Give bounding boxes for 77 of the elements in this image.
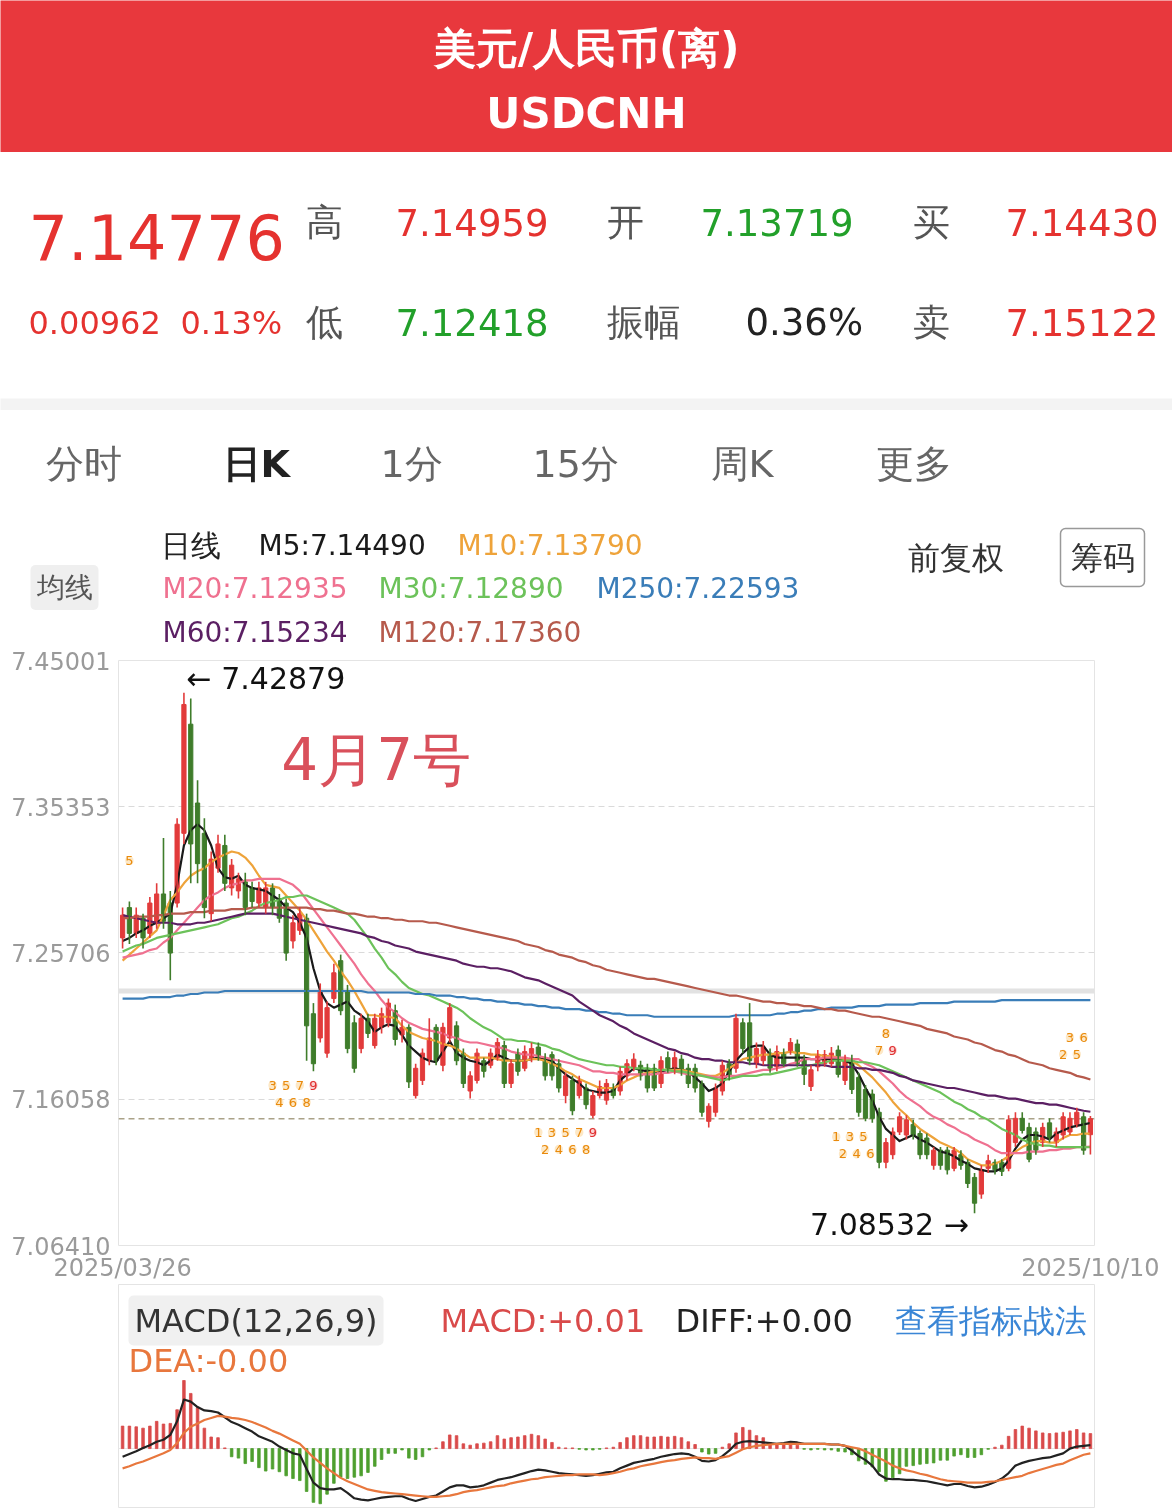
text: 均线 <box>35 571 93 604</box>
text: 低 <box>305 301 343 344</box>
text: 日K <box>222 441 292 486</box>
text: M20:7.12935 <box>162 572 348 605</box>
annotation: 3 <box>845 1129 854 1145</box>
text: 开 <box>606 201 644 244</box>
annotation: 7 <box>874 1042 884 1058</box>
annotation: 6 <box>1079 1029 1088 1045</box>
annotation: 2 <box>1059 1046 1068 1062</box>
annotation: 7 <box>295 1077 304 1093</box>
annotation: 8 <box>881 1025 891 1041</box>
text: 0.36% <box>745 301 864 344</box>
text: 0.13% <box>180 303 283 342</box>
annotation: 2 <box>541 1141 550 1157</box>
annotation: 7 <box>575 1124 584 1140</box>
text: 0.00962 <box>28 304 161 342</box>
text: 7.15122 <box>1005 302 1159 345</box>
annotation: 4 <box>275 1094 284 1110</box>
annotation: 3 <box>547 1124 557 1140</box>
annotation: 3 <box>268 1077 277 1093</box>
text: 查看指标战法 <box>894 1301 1087 1340</box>
text: 7.12418 <box>395 302 549 345</box>
text: 更多 <box>875 441 952 486</box>
y-tick-label: 7.25706 <box>11 939 111 968</box>
annotation: 9 <box>309 1077 318 1093</box>
annotation: 7.08532 → <box>810 1206 969 1242</box>
annotation: 6 <box>288 1094 298 1110</box>
chart-title: MACD(12,26,9) <box>134 1301 378 1340</box>
text: 卖 <box>912 301 950 344</box>
text: 1分 <box>380 441 443 486</box>
text: 美元/人民币(离) <box>432 24 740 73</box>
annotation: 4月7号 <box>281 725 472 794</box>
y-tick-label: 7.45001 <box>11 647 111 676</box>
text: 筹码 <box>1070 538 1135 577</box>
text: 7.13719 <box>700 202 854 245</box>
annotation: 4 <box>554 1141 563 1157</box>
x-tick-label: 2025/10/10 <box>1021 1253 1160 1282</box>
annotation: 2 <box>838 1146 848 1162</box>
y-tick-label: 7.16058 <box>11 1086 111 1115</box>
text: M10:7.13790 <box>457 529 643 562</box>
annotation: ← 7.42879 <box>186 661 346 697</box>
annotation: 5 <box>561 1124 570 1140</box>
annotation: 5 <box>125 853 134 869</box>
text: M30:7.12890 <box>378 572 564 605</box>
annotation: 1 <box>832 1129 841 1145</box>
annotation: 8 <box>302 1094 311 1110</box>
text: MACD:+0.01 <box>440 1301 646 1340</box>
annotation: 5 <box>859 1129 868 1145</box>
text: 前复权 <box>907 538 1004 577</box>
text: 分时 <box>45 441 122 486</box>
annotation: 8 <box>581 1141 591 1157</box>
text: 买 <box>912 201 950 244</box>
annotation: 1 <box>534 1124 543 1140</box>
text: 15分 <box>532 441 619 486</box>
text: M250:7.22593 <box>596 572 800 605</box>
text: M120:7.17360 <box>378 616 582 649</box>
text: 高 <box>305 201 343 244</box>
text: DIFF:+0.00 <box>675 1301 853 1340</box>
text: 7.14430 <box>1005 202 1159 245</box>
text: 周K <box>710 441 775 486</box>
annotation: 5 <box>282 1077 291 1093</box>
text: 振幅 <box>606 301 681 344</box>
y-tick-label: 7.35353 <box>11 793 111 822</box>
annotation: 9 <box>588 1124 598 1140</box>
text: 7.14959 <box>395 202 549 245</box>
text: M5:7.14490 <box>258 529 426 562</box>
text: 7.14776 <box>28 201 285 275</box>
annotation: 6 <box>568 1141 577 1157</box>
annotation: 6 <box>866 1146 875 1162</box>
series-label: DEA:-0.00 <box>128 1341 289 1380</box>
annotation: 9 <box>888 1042 897 1058</box>
annotation: 3 <box>1065 1029 1075 1045</box>
annotation: 4 <box>852 1146 861 1162</box>
annotation: 5 <box>1072 1046 1081 1062</box>
legend-title: 日线 <box>160 528 221 563</box>
text: M60:7.15234 <box>162 616 348 649</box>
text: USDCNH <box>486 89 687 138</box>
